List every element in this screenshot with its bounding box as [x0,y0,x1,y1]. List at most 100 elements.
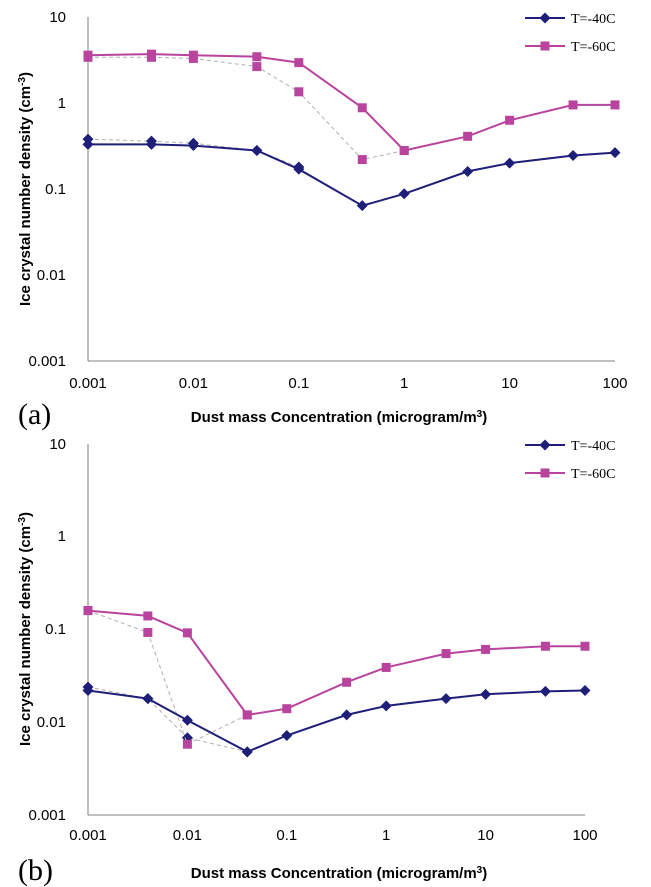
data-point-diamond [539,685,551,697]
legend-marker-square [540,41,550,51]
series-line [88,143,616,207]
data-point-square [481,644,491,654]
data-point-square [399,146,409,156]
x-tick-labels: 0.001 0.01 0.1 1 10 100 [69,375,627,392]
y-tick-label: 0.01 [37,714,66,731]
data-point-diamond [82,684,94,696]
y-tick-labels: 10 1 0.1 0.01 0.001 [28,436,66,824]
data-point-square [83,50,93,60]
series-line [87,53,615,152]
series-line-dashed [87,686,248,753]
legend-label: T=-60C [571,40,615,55]
series-layer [82,606,591,758]
data-point-diamond [293,163,305,175]
y-tick-label: 0.1 [45,621,66,638]
y-tick-label: 10 [49,9,66,26]
x-tick-label: 1 [382,827,390,844]
data-point-square [342,677,352,687]
y-tick-label: 1 [58,528,66,545]
y-tick-label: 0.01 [37,267,66,284]
data-point-square [182,739,192,749]
x-tick-labels: 0.001 0.01 0.1 1 10 100 [69,827,597,844]
data-point-diamond [462,165,474,177]
x-tick-label: 0.1 [276,827,297,844]
y-axis-title: Ice crystal number density (cm-3) [17,72,34,306]
data-point-square [143,611,153,621]
data-point-square [381,662,391,672]
x-tick-label: 0.01 [179,375,208,392]
y-tick-label: 0.001 [28,807,66,824]
data-point-square [252,62,262,72]
data-point-square [252,52,262,62]
data-point-diamond [281,729,293,741]
chart-panel-a: 10 1 0.1 0.01 0.001 0.001 0.01 0.1 1 10 … [17,9,628,431]
data-point-diamond [398,188,410,200]
data-point-diamond [251,145,263,157]
legend-label: T=-40C [571,12,615,27]
data-point-square [568,100,578,110]
data-point-square [143,627,153,637]
series-line [87,689,586,753]
data-point-diamond [341,709,353,721]
legend-label: T=-60C [571,467,615,482]
legend: T=-40C T=-60C [525,439,615,482]
x-tick-label: 0.1 [288,375,309,392]
x-axis-title: Dust mass Concentration (microgram/m3) [191,865,487,882]
x-tick-label: 0.01 [173,827,202,844]
x-tick-label: 10 [477,827,494,844]
data-point-square [505,115,515,125]
legend: T=-40C T=-60C [525,12,615,55]
data-point-diamond [609,147,621,159]
y-tick-label: 0.1 [45,181,66,198]
data-point-square [242,710,252,720]
x-axis-title: Dust mass Concentration (microgram/m3) [191,409,487,426]
panel-label: (b) [18,854,53,887]
data-point-diamond [380,700,392,712]
panel-label: (a) [18,398,51,431]
data-point-square [182,628,192,638]
series-line [87,609,585,716]
data-point-square [580,641,590,651]
y-axis-title: Ice crystal number density (cm-3) [17,512,34,746]
data-point-diamond [82,138,94,150]
data-point-diamond [480,688,492,700]
legend-marker-diamond [539,12,551,24]
chart-panel-b: 10 1 0.1 0.01 0.001 0.001 0.01 0.1 1 10 … [17,436,615,887]
y-tick-labels: 10 1 0.1 0.01 0.001 [28,9,66,370]
data-point-square [83,606,93,616]
data-point-square [146,49,156,59]
data-point-diamond [241,746,253,758]
data-point-diamond [142,693,154,705]
y-tick-label: 0.001 [28,353,66,370]
data-point-square [441,649,451,659]
series-line-dashed [87,610,248,745]
data-point-diamond [145,138,157,150]
x-tick-label: 100 [602,375,627,392]
x-tick-label: 10 [501,375,518,392]
x-tick-label: 1 [400,375,408,392]
legend-marker-square [540,468,550,478]
data-point-diamond [187,140,199,152]
data-point-square [357,155,367,165]
data-point-square [282,704,292,714]
series-layer [82,49,621,212]
data-point-square [294,87,304,97]
data-point-square [188,50,198,60]
y-tick-label: 10 [49,436,66,453]
data-point-diamond [181,714,193,726]
data-point-square [540,641,550,651]
x-tick-label: 0.001 [69,375,107,392]
x-tick-label: 100 [572,827,597,844]
x-tick-label: 0.001 [69,827,107,844]
data-point-square [294,58,304,68]
y-tick-label: 1 [58,95,66,112]
data-point-diamond [567,150,579,162]
data-point-square [463,131,473,141]
data-point-square [357,103,367,113]
legend-label: T=-40C [571,439,615,454]
data-point-diamond [356,200,368,212]
data-point-diamond [579,684,591,696]
legend-marker-diamond [539,439,551,451]
data-point-diamond [440,693,452,705]
